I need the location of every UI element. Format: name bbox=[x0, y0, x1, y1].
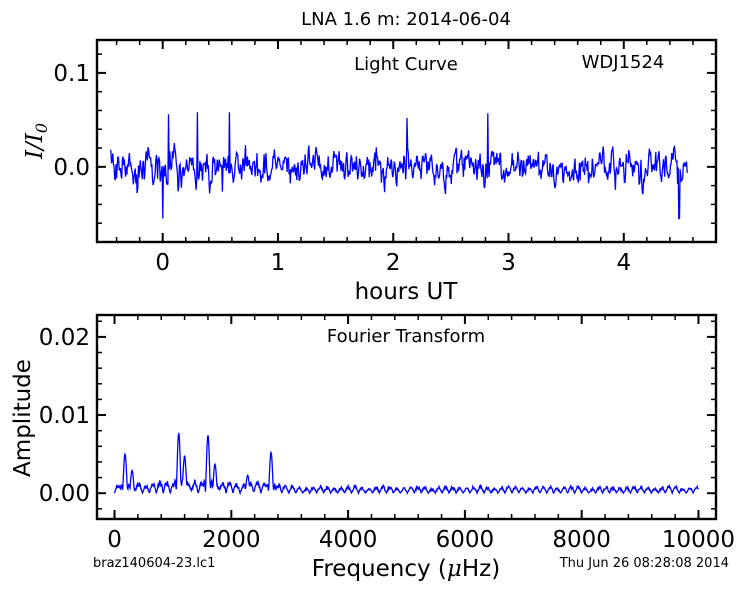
timestamp-footer: Thu Jun 26 08:28:08 2014 bbox=[559, 556, 729, 571]
fourier-ytick-label: 0.01 bbox=[39, 403, 90, 429]
fourier-ytick-label: 0.02 bbox=[39, 325, 90, 351]
fourier-panel: Fourier Transform Frequency (μHz) Amplit… bbox=[10, 313, 735, 582]
fourier-xtick-label: 6000 bbox=[436, 527, 495, 553]
light-curve-xlabel: hours UT bbox=[355, 279, 459, 305]
fourier-xtick-label: 0 bbox=[107, 527, 122, 553]
light-curve-xtick-label: 2 bbox=[386, 250, 401, 276]
light-curve-xtick-label: 1 bbox=[271, 250, 286, 276]
fourier-ylabel: Amplitude bbox=[10, 359, 36, 477]
fourier-frame bbox=[95, 313, 718, 521]
star-name-label: WDJ1524 bbox=[582, 52, 665, 73]
light-curve-ytick-label: 0.0 bbox=[53, 155, 90, 181]
light-curve-xtick-label: 4 bbox=[616, 250, 631, 276]
fourier-label: Fourier Transform bbox=[327, 326, 485, 347]
fourier-xtick-label: 2000 bbox=[202, 527, 261, 553]
light-curve-label: Light Curve bbox=[354, 54, 458, 75]
light-curve-ylabel: I/I0 bbox=[22, 123, 51, 160]
filename-footer: braz140604-23.lc1 bbox=[93, 556, 215, 571]
light-curve-panel: Light Curve WDJ1524 hours UT I/I0 0 1 2 3 40… bbox=[22, 38, 718, 305]
fourier-ytick-label: 0.00 bbox=[39, 481, 90, 507]
fourier-ticks: 0 2000 4000 6000 8000 10000 0.00 0.01 0.02 bbox=[39, 315, 735, 553]
fourier-xtick-label: 10000 bbox=[662, 527, 735, 553]
fourier-xtick-label: 8000 bbox=[552, 527, 611, 553]
fourier-xtick-label: 4000 bbox=[319, 527, 378, 553]
light-curve-ytick-label: 0.1 bbox=[53, 61, 90, 87]
fourier-line bbox=[113, 432, 699, 496]
light-curve-series bbox=[110, 112, 688, 220]
fourier-series bbox=[113, 432, 699, 496]
light-curve-line bbox=[110, 112, 688, 220]
figure-title: LNA 1.6 m: 2014-06-04 bbox=[301, 9, 511, 30]
fourier-xlabel: Frequency (μHz) bbox=[312, 556, 500, 582]
light-curve-frame bbox=[95, 38, 718, 244]
light-curve-ticks: 0 1 2 3 4 0.0 0.1 bbox=[53, 40, 716, 276]
light-curve-xtick-label: 0 bbox=[155, 250, 170, 276]
light-curve-xtick-label: 3 bbox=[501, 250, 516, 276]
